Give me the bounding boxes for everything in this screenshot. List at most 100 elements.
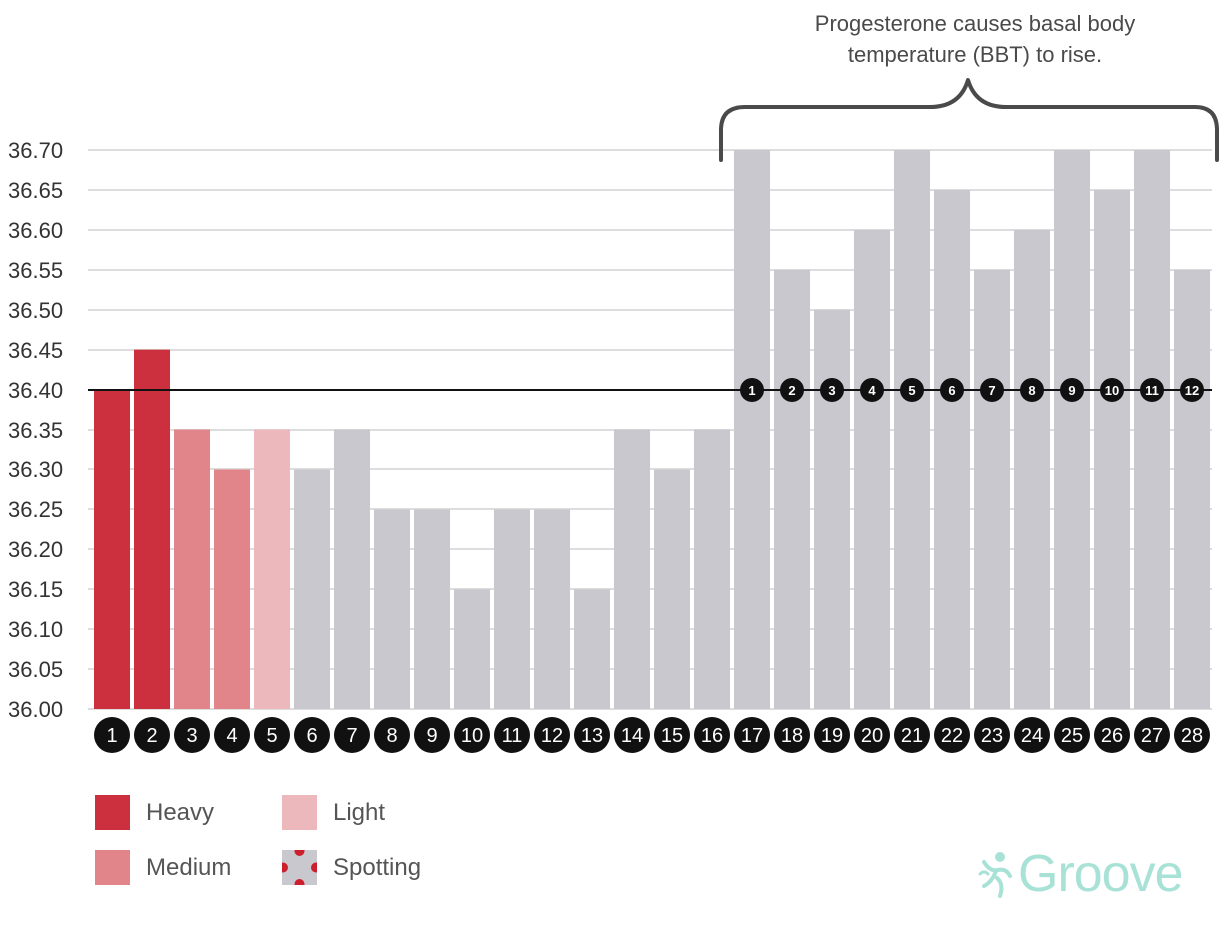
bar-day-22 — [934, 189, 970, 709]
x-tick-label: 28 — [1181, 725, 1203, 747]
x-tick-label: 16 — [701, 725, 723, 747]
luteal-day-label: 3 — [828, 383, 835, 398]
luteal-day-badge — [940, 378, 964, 402]
x-tick-label: 14 — [621, 725, 643, 747]
bar-day-24 — [1014, 229, 1050, 709]
x-tick-label: 21 — [901, 725, 923, 747]
y-tick-label: 36.45 — [8, 338, 63, 363]
x-tick-label: 6 — [306, 725, 317, 747]
bar-day-7 — [334, 429, 370, 709]
day-badge — [1014, 717, 1050, 753]
luteal-day-label: 5 — [908, 383, 915, 398]
legend-label-light: Light — [333, 798, 386, 826]
luteal-day-label: 1 — [748, 383, 755, 398]
x-tick-label: 25 — [1061, 725, 1083, 747]
luteal-day-badge — [860, 378, 884, 402]
bar-day-4 — [214, 469, 250, 709]
y-tick-label: 36.10 — [8, 617, 63, 642]
luteal-day-badge — [1060, 378, 1084, 402]
y-tick-label: 36.00 — [8, 697, 63, 722]
luteal-day-badge — [980, 378, 1004, 402]
luteal-day-badge — [1100, 378, 1124, 402]
legend-swatch-heavy — [95, 795, 130, 830]
y-tick-label: 36.55 — [8, 258, 63, 283]
y-tick-label: 36.40 — [8, 378, 63, 403]
day-badge — [254, 717, 290, 753]
x-tick-label: 9 — [426, 725, 437, 747]
bars — [94, 150, 1210, 709]
day-badge — [614, 717, 650, 753]
day-badge — [334, 717, 370, 753]
day-badge — [1174, 717, 1210, 753]
y-tick-label: 36.30 — [8, 457, 63, 482]
y-tick-label: 36.25 — [8, 497, 63, 522]
luteal-day-label: 6 — [948, 383, 955, 398]
y-axis-ticks: 36.70 36.65 36.60 36.55 36.50 36.45 36.40 36.35… — [8, 138, 63, 722]
y-tick-label: 36.20 — [8, 537, 63, 562]
x-tick-label: 4 — [226, 725, 237, 747]
bar-day-8 — [374, 509, 410, 709]
bar-day-23 — [974, 269, 1010, 709]
legend-label-spotting: Spotting — [333, 853, 422, 881]
bar-day-2 — [134, 349, 170, 709]
bar-day-26 — [1094, 189, 1130, 709]
bar-day-18 — [774, 269, 810, 709]
bar-day-19 — [814, 309, 850, 709]
bar-day-1 — [94, 389, 130, 709]
bar-day-12 — [534, 509, 570, 709]
y-tick-label: 36.05 — [8, 657, 63, 682]
luteal-day-badge — [1180, 378, 1204, 402]
x-tick-label: 19 — [821, 725, 843, 747]
day-badge — [814, 717, 850, 753]
day-badge — [934, 717, 970, 753]
day-badge — [574, 717, 610, 753]
bar-day-15 — [654, 469, 690, 709]
luteal-day-badge — [900, 378, 924, 402]
luteal-day-label: 12 — [1185, 383, 1199, 398]
luteal-day-label: 2 — [788, 383, 795, 398]
day-badge — [854, 717, 890, 753]
annotation-brace — [719, 78, 1219, 162]
bar-day-14 — [614, 429, 650, 709]
legend-swatch-medium — [95, 850, 130, 885]
luteal-day-badge — [1020, 378, 1044, 402]
day-badge — [894, 717, 930, 753]
day-badge — [174, 717, 210, 753]
x-tick-label: 20 — [861, 725, 883, 747]
bar-day-25 — [1054, 150, 1090, 709]
x-tick-label: 13 — [581, 725, 603, 747]
x-tick-label: 23 — [981, 725, 1003, 747]
day-badge — [454, 717, 490, 753]
x-tick-label: 27 — [1141, 725, 1163, 747]
luteal-day-label: 4 — [868, 383, 876, 398]
luteal-day-label: 7 — [988, 383, 995, 398]
bar-day-28 — [1174, 269, 1210, 709]
luteal-day-label: 9 — [1068, 383, 1075, 398]
bar-day-10 — [454, 589, 490, 709]
luteal-day-badge — [740, 378, 764, 402]
luteal-day-badge — [820, 378, 844, 402]
bar-day-16 — [694, 429, 730, 709]
day-badge — [214, 717, 250, 753]
legend-swatch-light — [282, 795, 317, 830]
x-tick-label: 5 — [266, 725, 277, 747]
x-tick-label: 3 — [186, 725, 197, 747]
day-badge — [494, 717, 530, 753]
y-tick-label: 36.65 — [8, 178, 63, 203]
x-tick-label: 22 — [941, 725, 963, 747]
bar-day-3 — [174, 429, 210, 709]
x-tick-label: 15 — [661, 725, 683, 747]
day-badge — [1054, 717, 1090, 753]
day-badge — [294, 717, 330, 753]
bar-day-6 — [294, 469, 330, 709]
day-badge — [1134, 717, 1170, 753]
groove-figure-icon — [978, 852, 1012, 898]
x-tick-label: 12 — [541, 725, 563, 747]
x-tick-label: 1 — [106, 725, 117, 747]
day-badge — [134, 717, 170, 753]
x-tick-label: 18 — [781, 725, 803, 747]
legend-label-heavy: Heavy — [146, 798, 215, 826]
day-badge — [974, 717, 1010, 753]
bar-day-27 — [1134, 150, 1170, 709]
